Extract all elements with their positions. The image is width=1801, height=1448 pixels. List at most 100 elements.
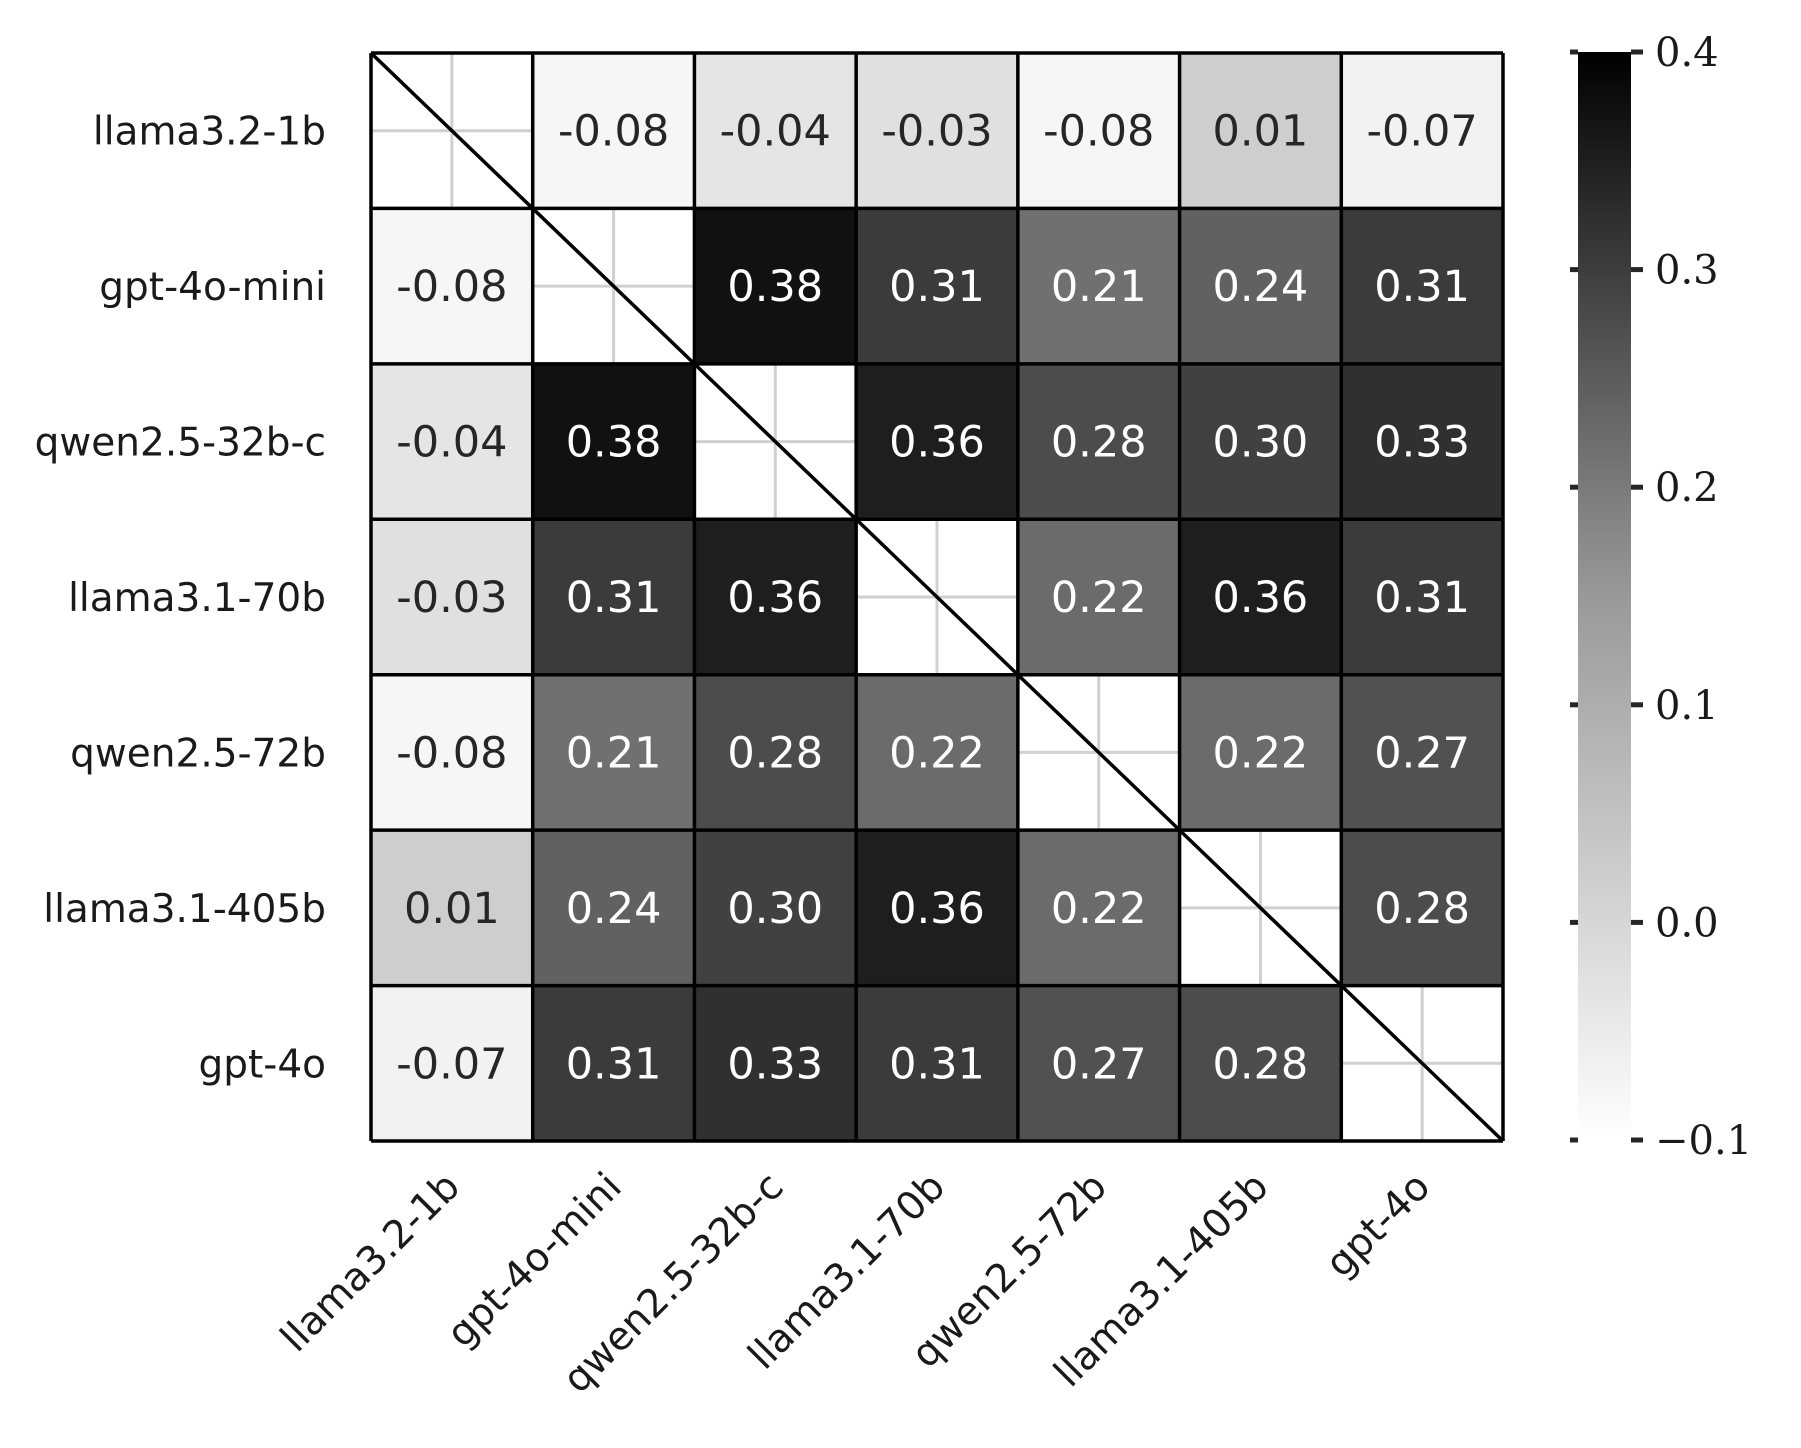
cell-value-label: 0.01	[404, 884, 500, 934]
heatmap-cell	[1179, 53, 1342, 209]
heatmap-cell	[856, 363, 1018, 520]
cell-value-label: 0.36	[1213, 573, 1309, 623]
cell-value-label: 0.27	[1374, 728, 1470, 778]
x-tick-label: llama3.2-1b	[272, 1164, 469, 1361]
heatmap-cell	[371, 363, 533, 520]
diagonal-slash	[1340, 984, 1505, 1143]
cell-value-label: 0.33	[727, 1039, 823, 1089]
x-tick-label: gpt-4o	[1317, 1164, 1439, 1286]
heatmap-cell	[532, 53, 695, 209]
heatmap-cell	[856, 53, 1018, 209]
diagonal-slash	[1178, 828, 1343, 987]
cell-value-label: 0.31	[1374, 262, 1470, 312]
cell-value-label: -0.03	[881, 107, 992, 157]
cell-value-label: 0.30	[727, 884, 823, 934]
heatmap-cell	[1017, 53, 1180, 209]
heatmap-cell	[1341, 363, 1503, 520]
cell-value-label: 0.21	[566, 728, 662, 778]
cell-value-label: -0.08	[396, 262, 507, 312]
heatmap-cell	[1017, 208, 1180, 364]
heatmap-cell	[1179, 519, 1342, 675]
cell-value-label: 0.22	[1051, 573, 1147, 623]
cell-value-label: 0.21	[1051, 262, 1147, 312]
heatmap-cell	[1179, 985, 1342, 1141]
heatmap-cell	[856, 674, 1018, 831]
heatmap-cell	[1179, 674, 1342, 831]
y-tick-label: llama3.1-70b	[68, 576, 326, 621]
heatmap-cell	[371, 985, 533, 1141]
heatmap-cell	[532, 985, 695, 1141]
y-tick-label: llama3.2-1b	[93, 110, 326, 155]
y-tick-label: llama3.1-405b	[43, 887, 326, 932]
y-tick-label: qwen2.5-32b-c	[35, 421, 326, 466]
cell-value-label: 0.38	[727, 262, 823, 312]
heatmap-cell	[694, 674, 857, 831]
colorbar-tick-label: 0.2	[1655, 465, 1719, 511]
heatmap-cell	[694, 53, 857, 209]
cell-value-label: 0.22	[889, 728, 985, 778]
heatmap-cell	[1017, 363, 1180, 520]
heatmap-cell	[1017, 985, 1180, 1141]
heatmap-cell	[532, 363, 695, 520]
cell-value-label: 0.30	[1213, 418, 1309, 468]
heatmap-cell	[532, 830, 695, 986]
heatmap-cell	[856, 985, 1018, 1141]
colorbar-tick-label: 0.1	[1655, 683, 1719, 729]
heatmap-cell	[1179, 208, 1342, 364]
cell-value-label: 0.28	[727, 728, 823, 778]
heatmap-cell	[532, 519, 695, 675]
y-tick-label: qwen2.5-72b	[70, 731, 326, 776]
cell-value-label: 0.24	[1213, 262, 1309, 312]
cell-value-label: -0.07	[1367, 107, 1478, 157]
cell-value-label: 0.01	[1213, 107, 1309, 157]
heatmap-cell	[1341, 519, 1503, 675]
heatmap-cell	[694, 519, 857, 675]
cell-value-label: 0.36	[889, 884, 985, 934]
cell-value-label: 0.36	[727, 573, 823, 623]
cell-value-label: 0.31	[566, 1039, 662, 1089]
heatmap-cell	[532, 674, 695, 831]
y-axis-tick-labels: llama3.2-1b gpt-4o-mini qwen2.5-32b-c llama…	[35, 110, 326, 1088]
cell-value-label: 0.33	[1374, 418, 1470, 468]
cell-value-label: 0.28	[1051, 418, 1147, 468]
heatmap-cell	[694, 830, 857, 986]
heatmap-cell	[856, 830, 1018, 986]
heatmap-cell	[1341, 208, 1503, 364]
colorbar-tick-label: 0.0	[1655, 900, 1719, 946]
cell-value-label: -0.08	[1043, 107, 1154, 157]
heatmap-cell	[371, 830, 533, 986]
cell-value-label: -0.08	[558, 107, 669, 157]
colorbar-gradient	[1578, 52, 1631, 1140]
heatmap-cell	[1341, 53, 1503, 209]
heatmap-cell	[1341, 830, 1503, 986]
cell-value-label: 0.28	[1213, 1039, 1309, 1089]
cell-value-label: 0.31	[889, 262, 985, 312]
cell-value-label: 0.27	[1051, 1039, 1147, 1089]
diagonal-slash	[1016, 673, 1181, 832]
cell-value-label: -0.04	[396, 418, 507, 468]
heatmap-cell	[1341, 674, 1503, 831]
cell-value-label: -0.03	[396, 573, 507, 623]
cell-value-label: 0.31	[566, 573, 662, 623]
diagonal-slash	[854, 518, 1020, 676]
cell-value-label: 0.31	[1374, 573, 1470, 623]
cell-value-label: 0.24	[566, 884, 662, 934]
cell-value-label: 0.38	[566, 418, 662, 468]
diagonal-slash	[531, 207, 696, 366]
cell-value-label: 0.36	[889, 418, 985, 468]
heatmap-cell	[371, 208, 533, 364]
y-tick-label: gpt-4o	[198, 1042, 326, 1087]
x-axis-tick-labels: llama3.2-1bgpt-4o-miniqwen2.5-32b-cllama…	[272, 1164, 1439, 1402]
cell-value-label: 0.31	[889, 1039, 985, 1089]
cell-value-label: 0.28	[1374, 884, 1470, 934]
colorbar-tick-label: 0.4	[1655, 30, 1719, 76]
diagonal-slash	[693, 362, 858, 521]
heatmap-cell	[1017, 830, 1180, 986]
colorbar-tick-label: −0.1	[1655, 1118, 1752, 1164]
diagonal-slash	[369, 51, 534, 210]
cell-value-label: -0.08	[396, 728, 507, 778]
heatmap-cell	[371, 674, 533, 831]
heatmap-cell	[371, 519, 533, 675]
cell-value-label: 0.22	[1051, 884, 1147, 934]
